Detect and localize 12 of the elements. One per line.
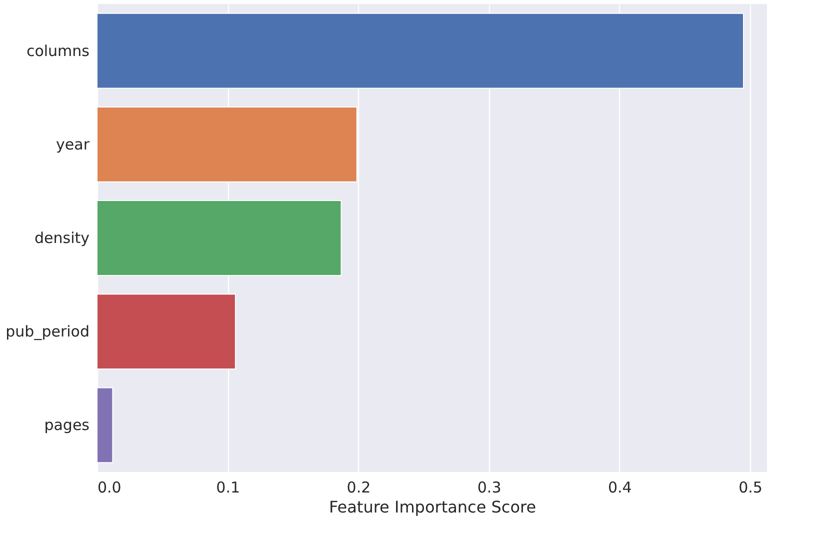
x-tick-label: 0.5 [738, 478, 762, 496]
x-tick-label: 0.1 [216, 478, 240, 496]
x-tick-label: 0.4 [608, 478, 632, 496]
y-tick-label: density [34, 229, 90, 247]
y-tick-label: pub_period [6, 322, 90, 341]
x-tick-label: 0.2 [346, 478, 371, 496]
y-tick-label: year [56, 135, 90, 154]
y-tick-label: columns [26, 42, 90, 60]
x-tick-label: 0.3 [477, 478, 502, 496]
x-tick-label: 0.0 [98, 478, 122, 496]
y-tick-label: pages [44, 416, 90, 434]
x-axis-title: Feature Importance Score [328, 498, 536, 516]
